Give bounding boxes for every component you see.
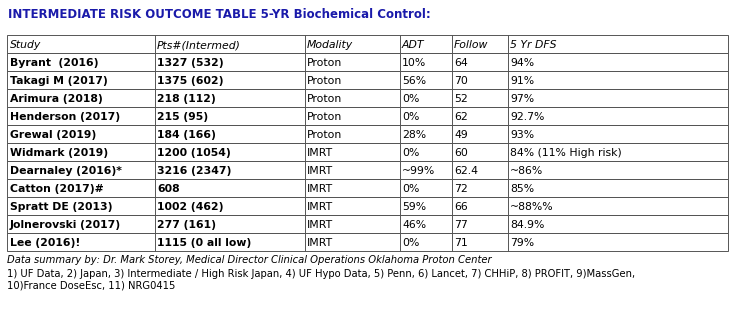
Text: 184 (166): 184 (166) [157,130,216,140]
Text: ~86%: ~86% [510,166,543,176]
Text: 28%: 28% [402,130,426,140]
Text: Modality: Modality [307,40,353,50]
Bar [7,35,728,53]
Bar [7,71,728,89]
Text: Takagi M (2017): Takagi M (2017) [10,76,108,86]
Text: Study: Study [10,40,41,50]
Text: 218 (112): 218 (112) [157,94,216,104]
Text: 277 (161): 277 (161) [157,220,216,230]
Text: Proton: Proton [307,130,342,140]
Text: 215 (95): 215 (95) [157,112,208,122]
Text: 77: 77 [454,220,468,230]
Text: IMRT: IMRT [307,184,333,194]
Text: 1002 (462): 1002 (462) [157,202,223,212]
Text: 85%: 85% [510,184,534,194]
Text: 91%: 91% [510,76,534,86]
Text: 97%: 97% [510,94,534,104]
Text: ~99%: ~99% [402,166,436,176]
Text: 62.4: 62.4 [454,166,478,176]
Text: 49: 49 [454,130,468,140]
Bar [7,233,728,251]
Text: 3216 (2347): 3216 (2347) [157,166,231,176]
Text: IMRT: IMRT [307,148,333,158]
Text: 0%: 0% [402,184,419,194]
Text: 52: 52 [454,94,468,104]
Text: 0%: 0% [402,94,419,104]
Text: 5 Yr DFS: 5 Yr DFS [510,40,556,50]
Text: Widmark (2019): Widmark (2019) [10,148,108,158]
Text: 0%: 0% [402,148,419,158]
Text: IMRT: IMRT [307,166,333,176]
Bar [7,107,728,125]
Text: 92.7%: 92.7% [510,112,545,122]
Text: 84.9%: 84.9% [510,220,545,230]
Text: 94%: 94% [510,58,534,68]
Text: 93%: 93% [510,130,534,140]
Text: 1375 (602): 1375 (602) [157,76,223,86]
Text: 84% (11% High risk): 84% (11% High risk) [510,148,622,158]
Text: Proton: Proton [307,112,342,122]
Bar [7,125,728,143]
Bar [7,143,728,161]
Text: IMRT: IMRT [307,220,333,230]
Text: 71: 71 [454,238,468,248]
Text: 10%: 10% [402,58,426,68]
Text: 10)France DoseEsc, 11) NRG0415: 10)France DoseEsc, 11) NRG0415 [7,281,175,291]
Bar [7,161,728,179]
Text: Jolnerovski (2017): Jolnerovski (2017) [10,220,121,230]
Text: 1327 (532): 1327 (532) [157,58,223,68]
Bar [7,53,728,71]
Text: 79%: 79% [510,238,534,248]
Text: ~88%%: ~88%% [510,202,553,212]
Text: IMRT: IMRT [307,238,333,248]
Text: 64: 64 [454,58,468,68]
Text: 62: 62 [454,112,468,122]
Text: INTERMEDIATE RISK OUTCOME TABLE 5-YR Biochemical Control:: INTERMEDIATE RISK OUTCOME TABLE 5-YR Bio… [8,8,430,21]
Text: Arimura (2018): Arimura (2018) [10,94,102,104]
Text: 1115 (0 all low): 1115 (0 all low) [157,238,251,248]
Text: Data summary by: Dr. Mark Storey, Medical Director Clinical Operations Oklahoma : Data summary by: Dr. Mark Storey, Medica… [7,255,492,265]
Text: Follow: Follow [454,40,489,50]
Bar [7,197,728,215]
Text: 66: 66 [454,202,468,212]
Text: 0%: 0% [402,112,419,122]
Text: IMRT: IMRT [307,202,333,212]
Text: Spratt DE (2013): Spratt DE (2013) [10,202,113,212]
Bar [7,89,728,107]
Text: ADT: ADT [402,40,425,50]
Text: Henderson (2017): Henderson (2017) [10,112,120,122]
Text: Lee (2016)!: Lee (2016)! [10,238,80,248]
Text: 1) UF Data, 2) Japan, 3) Intermediate / High Risk Japan, 4) UF Hypo Data, 5) Pen: 1) UF Data, 2) Japan, 3) Intermediate / … [7,269,635,279]
Bar [7,215,728,233]
Text: 1200 (1054): 1200 (1054) [157,148,231,158]
Text: 70: 70 [454,76,468,86]
Text: Byrant  (2016): Byrant (2016) [10,58,99,68]
Text: Grewal (2019): Grewal (2019) [10,130,97,140]
Text: Proton: Proton [307,58,342,68]
Text: 46%: 46% [402,220,426,230]
Text: Proton: Proton [307,76,342,86]
Text: 60: 60 [454,148,468,158]
Text: Proton: Proton [307,94,342,104]
Text: Dearnaley (2016)*: Dearnaley (2016)* [10,166,122,176]
Text: 608: 608 [157,184,180,194]
Text: 56%: 56% [402,76,426,86]
Text: Pts#(Intermed): Pts#(Intermed) [157,40,241,50]
Text: 72: 72 [454,184,468,194]
Text: 0%: 0% [402,238,419,248]
Bar [7,179,728,197]
Text: 59%: 59% [402,202,426,212]
Text: Catton (2017)#: Catton (2017)# [10,184,104,194]
